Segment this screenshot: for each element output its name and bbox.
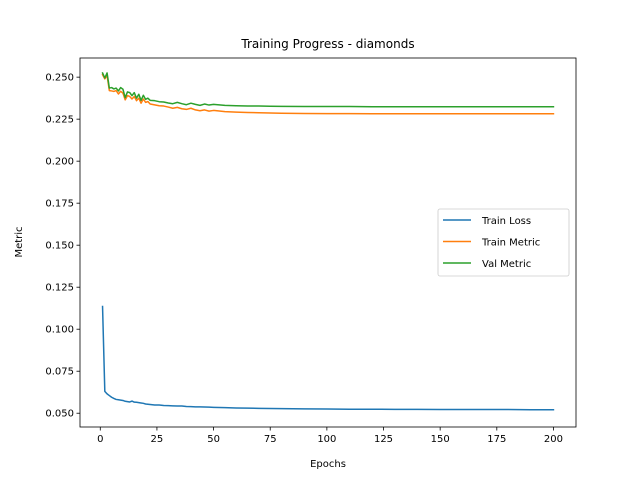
x-tick-label: 25 [151,434,164,445]
legend-label: Train Metric [481,238,540,249]
x-tick-label: 175 [487,434,506,445]
x-axis: 0 25 50 75 100 125 150 175 200 [97,427,563,445]
plot-frame [79,57,577,428]
y-tick-label: 0.200 [45,157,74,168]
y-tick-label: 0.225 [45,115,74,126]
x-tick-label: 200 [544,434,563,445]
y-tick-label: 0.175 [45,199,74,210]
x-tick-label: 150 [431,434,450,445]
y-axis: 0.050 0.075 0.100 0.125 0.150 0.175 0.200 0.225… [45,73,80,420]
x-tick-label: 75 [264,434,277,445]
x-tick-label: 0 [97,434,103,445]
legend: Train Loss Train Metric Val Metric [437,208,570,277]
x-tick-label: 50 [207,434,220,445]
legend-label: Val Metric [482,259,531,270]
y-tick-label: 0.075 [45,367,74,378]
series-line-train-loss [101,305,555,411]
plot-area [79,57,577,428]
chart-title: Training Progress - diamonds [240,37,414,51]
x-tick-label: 100 [317,434,336,445]
series-line-train-metric [101,73,555,115]
legend-box [437,208,570,277]
x-axis-label: Epochs [310,459,346,470]
series-lines [101,71,555,411]
y-tick-label: 0.250 [45,73,74,84]
series-line-val-metric [101,71,555,108]
y-tick-label: 0.125 [45,283,74,294]
y-tick-label: 0.050 [45,409,74,420]
y-tick-label: 0.100 [45,325,74,336]
legend-label: Train Loss [481,216,531,227]
y-axis-label: Metric [14,226,25,257]
y-tick-label: 0.150 [45,241,74,252]
x-tick-label: 125 [374,434,393,445]
